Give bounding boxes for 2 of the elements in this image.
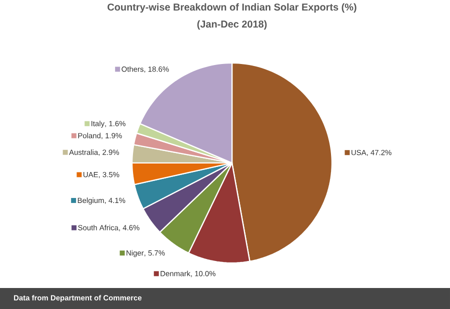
chart-subtitle: (Jan-Dec 2018) [197,20,267,30]
chart-title: Country-wise Breakdown of Indian Solar Exports (%) [108,3,356,13]
